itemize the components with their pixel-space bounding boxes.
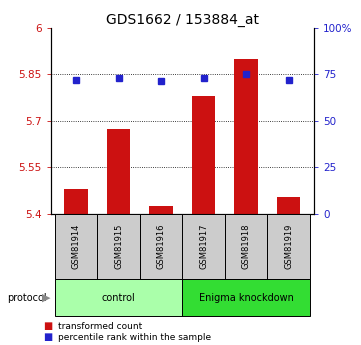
Text: Enigma knockdown: Enigma knockdown [199, 293, 293, 303]
Text: GSM81915: GSM81915 [114, 224, 123, 269]
Text: ■: ■ [43, 321, 53, 331]
Text: GSM81914: GSM81914 [71, 224, 81, 269]
Text: transformed count: transformed count [58, 322, 142, 331]
Text: percentile rank within the sample: percentile rank within the sample [58, 333, 211, 342]
Bar [64, 189, 88, 214]
Bar [107, 129, 130, 214]
Title: GDS1662 / 153884_at: GDS1662 / 153884_at [106, 12, 259, 27]
Text: GSM81917: GSM81917 [199, 224, 208, 269]
Text: GSM81916: GSM81916 [157, 224, 166, 269]
Text: GSM81919: GSM81919 [284, 224, 293, 269]
Text: GSM81918: GSM81918 [242, 224, 251, 269]
Bar [277, 197, 300, 214]
Text: protocol: protocol [7, 293, 47, 303]
Text: ■: ■ [43, 333, 53, 342]
Text: control: control [102, 293, 135, 303]
Bar [192, 96, 215, 214]
Bar [234, 59, 258, 214]
Text: ▶: ▶ [42, 293, 50, 303]
Bar [149, 206, 173, 214]
